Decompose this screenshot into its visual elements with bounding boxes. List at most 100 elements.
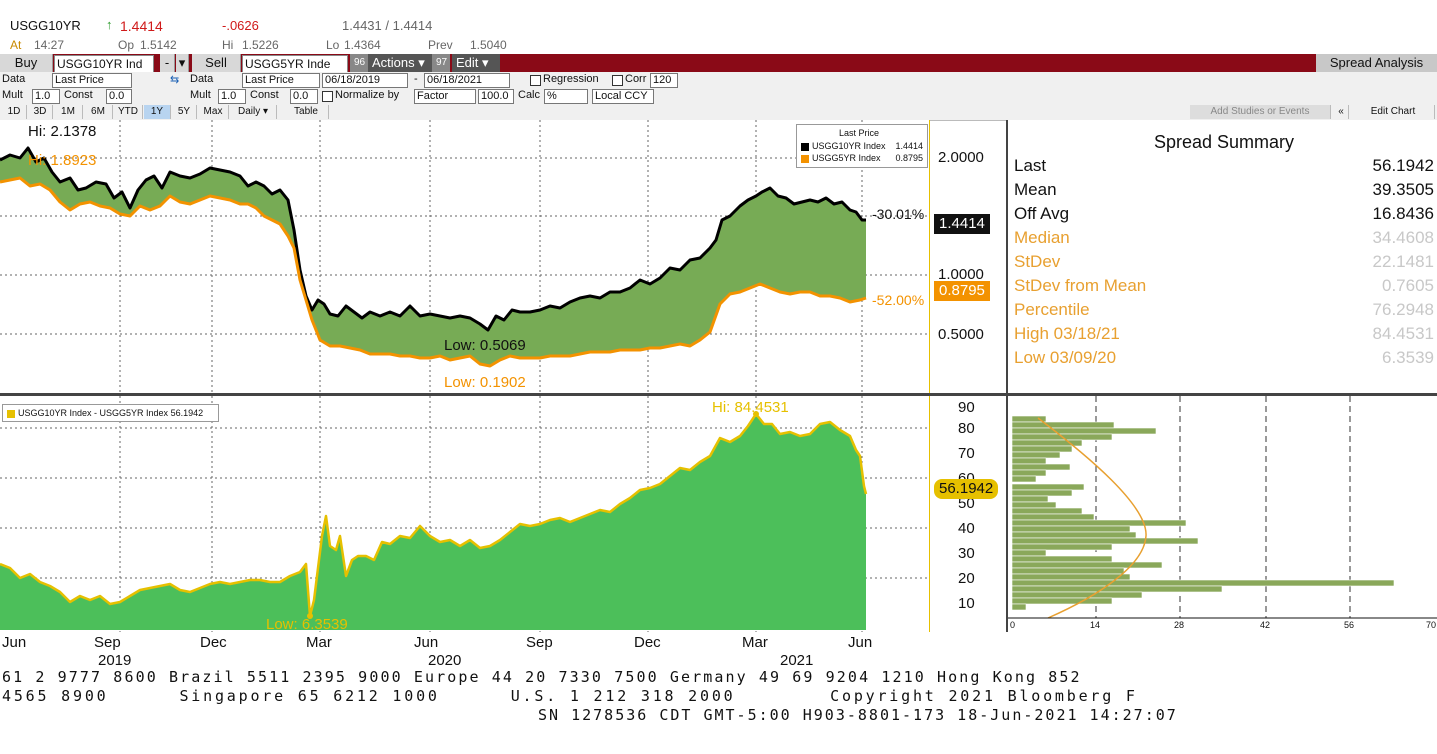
period-6m[interactable]: 6M: [84, 105, 113, 119]
low-10yr-label: Low: 0.5069: [444, 337, 526, 354]
last-10yr-badge: 1.4414: [934, 214, 990, 234]
spread-fill-area: [0, 148, 866, 366]
summary-median-label: Median: [1014, 228, 1070, 247]
histogram-panel: 0 14 28 42 56 70: [1008, 396, 1437, 632]
buy-security-field[interactable]: USGG10YR Ind: [54, 55, 154, 73]
ytick-80: 80: [958, 420, 975, 437]
up-arrow-icon: ↑: [106, 17, 113, 32]
year-2020: 2020: [428, 652, 462, 669]
end-date-field[interactable]: 06/18/2021: [424, 73, 510, 88]
low-value: 1.4364: [344, 38, 381, 52]
mult1-field[interactable]: 1.0: [32, 89, 60, 104]
ytick-10: 10: [958, 595, 975, 612]
period-bar: 1D 3D 1M 6M YTD 1Y 5Y Max Daily ▾ Table …: [0, 104, 1437, 121]
corr-field[interactable]: 120: [650, 73, 678, 88]
date-dash: -: [414, 73, 418, 85]
summary-percentile-value: 76.2948: [1372, 300, 1434, 319]
normalize-label: Normalize by: [335, 89, 400, 101]
footer-session-line: SN 1278536 CDT GMT-5:00 H903-8801-173 18…: [538, 706, 1178, 724]
period-5y[interactable]: 5Y: [172, 105, 197, 119]
hi-spread-label: Hi: 84.4531: [712, 399, 789, 416]
summary-low-label: Low 03/09/20: [1014, 348, 1117, 367]
regression-checkbox[interactable]: [530, 75, 541, 86]
pct-5yr-label: -52.00%: [872, 292, 925, 308]
year-2021: 2021: [780, 652, 814, 669]
mult2-field[interactable]: 1.0: [218, 89, 246, 104]
high-label: Hi: [222, 38, 234, 52]
table-button[interactable]: Table: [284, 105, 329, 119]
at-time: 14:27: [34, 38, 65, 52]
const1-field[interactable]: 0.0: [106, 89, 132, 104]
edit-menu[interactable]: Edit ▾: [452, 54, 500, 72]
frequency-select[interactable]: Daily ▾: [230, 105, 277, 119]
spread-analysis-tab[interactable]: Spread Analysis: [1316, 54, 1437, 72]
period-max[interactable]: Max: [198, 105, 229, 119]
usgg5yr-line: [0, 176, 867, 368]
summary-last-value: 56.1942: [1372, 156, 1434, 175]
swap-icon[interactable]: ⇆: [170, 74, 180, 86]
ytick-1: 1.0000: [938, 266, 984, 283]
ytick-20: 20: [958, 570, 975, 587]
month-mar-2021: Mar: [742, 634, 768, 651]
low-5yr-label: Low: 0.1902: [444, 374, 526, 391]
corr-checkbox[interactable]: [612, 75, 623, 86]
edit-chart-button[interactable]: Edit Chart: [1352, 105, 1435, 119]
hist-xtick-14: 14: [1090, 620, 1101, 630]
month-jun-2021: Jun: [848, 634, 873, 651]
legend-value-10yr: 1.4414: [895, 141, 923, 151]
buy-button[interactable]: Buy: [0, 54, 53, 72]
summary-last-label: Last: [1014, 156, 1047, 175]
minus-button[interactable]: -: [160, 54, 175, 72]
summary-mean-value: 39.3505: [1372, 180, 1434, 199]
period-1y[interactable]: 1Y: [144, 105, 171, 119]
ccy-select[interactable]: Local CCY: [592, 89, 654, 104]
summary-stdev-value: 22.1481: [1372, 252, 1434, 271]
price-chart-svg: [0, 120, 930, 393]
legend-swatch-10yr: [801, 142, 809, 151]
usgg10yr-line: [0, 146, 866, 332]
sell-button[interactable]: Sell: [192, 54, 241, 72]
ytick-90: 90: [958, 399, 975, 416]
spread-summary: Spread Summary Last 56.1942 Mean 39.3505 O…: [1008, 120, 1437, 393]
summary-offavg-label: Off Avg: [1014, 204, 1070, 223]
mult1-label: Mult: [2, 89, 23, 101]
low-marker: [307, 613, 313, 619]
ytick-2: 2.0000: [938, 149, 984, 166]
start-date-field[interactable]: 06/18/2019: [322, 73, 408, 88]
legend-value-5yr: 0.8795: [895, 153, 923, 163]
normalize-checkbox[interactable]: [322, 91, 333, 102]
bottom-legend: USGG10YR Index - USGG5YR Index 56.1942: [2, 404, 219, 422]
prev-value: 1.5040: [470, 38, 507, 52]
const2-field[interactable]: 0.0: [290, 89, 318, 104]
period-3d[interactable]: 3D: [28, 105, 53, 119]
calc-select[interactable]: %: [544, 89, 588, 104]
last-spread-badge: 56.1942: [934, 479, 999, 499]
const1-label: Const: [64, 89, 93, 101]
open-value: 1.5142: [140, 38, 177, 52]
legend-series-10yr: USGG10YR Index: [812, 141, 886, 151]
summary-high-value: 84.4531: [1372, 324, 1434, 343]
const2-label: Const: [250, 89, 279, 101]
month-jun-2020: Jun: [414, 634, 439, 651]
dropdown-button[interactable]: ▾: [176, 54, 189, 72]
panel-divider: [0, 393, 1437, 396]
hist-xtick-70: 70: [1426, 620, 1437, 630]
data2-label: Data: [190, 73, 214, 85]
factor-select[interactable]: Factor: [414, 89, 476, 104]
actions-menu[interactable]: Actions ▾: [368, 54, 434, 72]
corr-label: Corr: [625, 73, 647, 85]
data1-select[interactable]: Last Price: [52, 73, 132, 88]
add-studies-button[interactable]: Add Studies or Events: [1190, 105, 1331, 119]
chevron-left-icon[interactable]: «: [1334, 105, 1349, 119]
period-1m[interactable]: 1M: [54, 105, 83, 119]
prev-label: Prev: [428, 38, 453, 52]
factor-field[interactable]: 100.0: [478, 89, 514, 104]
summary-high-label: High 03/18/21: [1014, 324, 1120, 343]
legend-swatch-5yr: [801, 154, 809, 163]
data2-select[interactable]: Last Price: [242, 73, 320, 88]
footer-phones-line1: 61 2 9777 8600 Brazil 5511 2395 9000 Eur…: [2, 668, 1082, 686]
legend-spread-value: 56.1942: [170, 408, 204, 418]
sell-security-field[interactable]: USGG5YR Inde: [242, 55, 348, 73]
period-ytd[interactable]: YTD: [114, 105, 143, 119]
period-1d[interactable]: 1D: [2, 105, 27, 119]
